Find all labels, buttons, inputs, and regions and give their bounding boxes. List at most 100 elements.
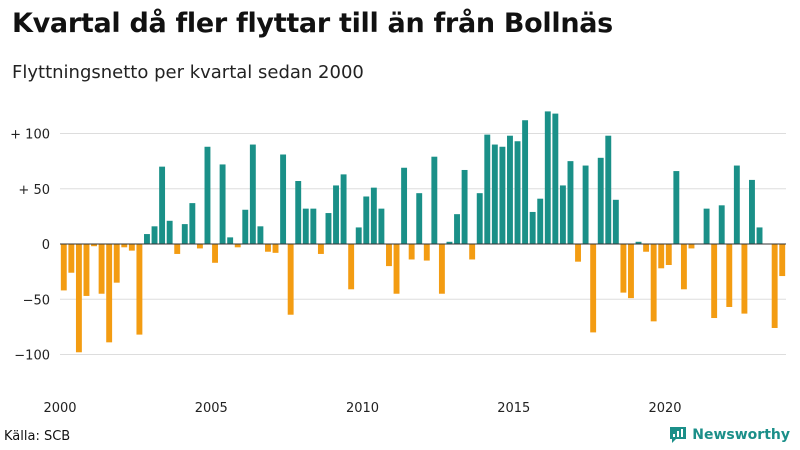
bar-positive xyxy=(635,241,642,244)
bar-positive xyxy=(499,146,506,244)
bar-positive xyxy=(325,213,332,244)
x-tick-label: 2005 xyxy=(195,401,228,416)
bar-negative xyxy=(643,244,650,252)
bar-negative xyxy=(658,244,665,269)
bar-negative xyxy=(628,244,634,299)
bar-positive xyxy=(756,227,763,244)
bar-negative xyxy=(688,244,695,249)
bar-positive xyxy=(340,174,347,244)
bar-positive xyxy=(733,165,740,244)
bar-negative xyxy=(408,244,415,260)
bar-positive xyxy=(333,185,339,244)
bar-positive xyxy=(249,144,256,244)
bar-negative xyxy=(665,244,672,265)
bar-negative xyxy=(113,244,120,283)
bar-negative xyxy=(423,244,430,261)
bar-negative xyxy=(779,244,786,277)
x-tick-label: 2000 xyxy=(43,401,76,416)
bar-negative xyxy=(83,244,90,296)
bar-positive xyxy=(514,141,521,245)
chart-title: Kvartal då fler flyttar till än från Bol… xyxy=(12,8,613,39)
bar-positive xyxy=(370,187,377,244)
bar-positive xyxy=(401,167,408,244)
bar-negative xyxy=(68,244,75,273)
bar-negative xyxy=(272,244,279,253)
bar-positive xyxy=(159,166,166,244)
bar-positive xyxy=(461,169,468,244)
bar-negative xyxy=(60,244,67,291)
bar-negative xyxy=(741,244,748,314)
bar-positive xyxy=(227,237,234,244)
bar-positive xyxy=(302,208,309,244)
bar-negative xyxy=(726,244,733,307)
bar-negative xyxy=(393,244,400,294)
bar-negative xyxy=(771,244,778,328)
bar-positive xyxy=(703,208,710,244)
bar-negative xyxy=(196,244,203,249)
bar-negative xyxy=(438,244,445,294)
bar-negative xyxy=(98,244,105,294)
bar-positive xyxy=(749,179,755,244)
bar-negative xyxy=(620,244,627,293)
bar-positive xyxy=(219,164,226,244)
bar-negative xyxy=(91,244,97,247)
bar-positive xyxy=(582,165,589,244)
bar-positive xyxy=(355,227,362,244)
bar-positive xyxy=(280,154,287,244)
bar-positive xyxy=(597,157,604,244)
bar-negative xyxy=(128,244,135,251)
bar-positive xyxy=(363,196,370,245)
bar-negative xyxy=(136,244,143,335)
y-tick-label: 0 xyxy=(42,238,50,253)
chart-subtitle: Flyttningsnetto per kvartal sedan 2000 xyxy=(12,62,364,83)
brand-name: Newsworthy xyxy=(692,427,790,443)
bar-positive xyxy=(295,181,302,244)
bar-negative xyxy=(711,244,718,319)
bar-positive xyxy=(151,226,158,244)
bar-positive xyxy=(476,193,483,244)
bar-positive xyxy=(310,208,317,244)
bar-negative xyxy=(212,244,218,263)
bar-positive xyxy=(529,211,536,244)
bar-negative xyxy=(650,244,657,322)
bar-positive xyxy=(181,224,188,244)
bar-negative xyxy=(348,244,355,290)
bar-positive xyxy=(537,198,544,244)
bar-positive xyxy=(166,220,173,244)
y-tick-label: −50 xyxy=(23,293,50,308)
source-note: Källa: SCB xyxy=(4,429,71,444)
bar-positive xyxy=(559,185,566,244)
bar-positive xyxy=(491,144,498,244)
x-tick-label: 2020 xyxy=(648,401,681,416)
bar-negative xyxy=(265,244,271,252)
bar-positive xyxy=(446,241,453,244)
bar-positive xyxy=(612,199,619,244)
bar-positive xyxy=(454,214,460,244)
bar-negative xyxy=(121,244,128,248)
brand-logo: Newsworthy xyxy=(669,426,790,444)
bar-positive xyxy=(431,156,438,244)
bar-positive xyxy=(484,134,491,244)
bar-positive xyxy=(189,203,196,244)
bar-negative xyxy=(386,244,392,267)
x-tick-label: 2010 xyxy=(346,401,379,416)
bar-positive xyxy=(144,234,150,245)
y-tick-label: + 100 xyxy=(10,128,50,143)
bar-positive xyxy=(242,209,249,245)
bar-negative xyxy=(234,244,241,248)
newsworthy-icon xyxy=(670,427,687,443)
bar-negative xyxy=(174,244,181,254)
bar-positive xyxy=(673,171,680,244)
bar-negative xyxy=(287,244,294,315)
bar-positive xyxy=(552,113,559,244)
bar-positive xyxy=(507,135,513,244)
x-tick-label: 2015 xyxy=(497,401,530,416)
bar-positive xyxy=(567,161,574,245)
bar-positive xyxy=(522,120,529,244)
bar-positive xyxy=(605,135,612,244)
bar-negative xyxy=(575,244,581,262)
y-tick-label: −100 xyxy=(14,349,50,364)
y-tick-label: + 50 xyxy=(18,183,50,198)
bar-negative xyxy=(106,244,113,343)
